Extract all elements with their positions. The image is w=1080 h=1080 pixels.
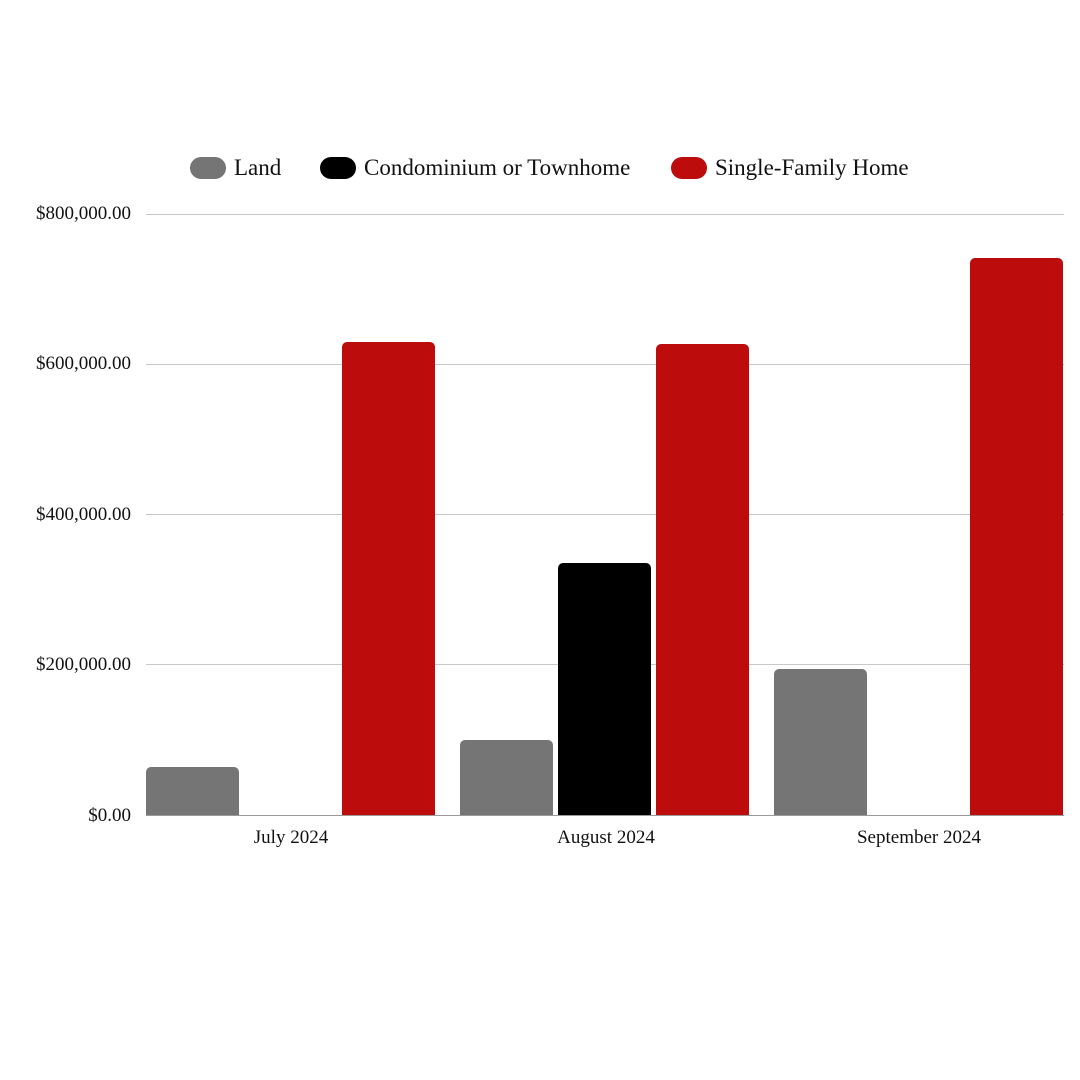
legend-label: Single-Family Home	[715, 155, 909, 180]
bar-land-july-2024[interactable]	[146, 767, 239, 815]
x-tick-label: September 2024	[856, 827, 981, 848]
legend-label: Condominium or Townhome	[364, 155, 631, 180]
gridline-400k	[146, 514, 1064, 515]
legend-item-land[interactable]: Land	[190, 152, 281, 184]
legend-item-single-family[interactable]: Single-Family Home	[671, 152, 909, 184]
y-tick-label: $200,000.00	[36, 654, 131, 675]
bar-single-family-home-july-2024[interactable]	[342, 342, 435, 815]
bar-condominium-or-townhome-august-2024[interactable]	[558, 563, 651, 815]
x-tick-label: July 2024	[253, 827, 329, 848]
legend-swatch-single-family	[671, 157, 707, 179]
bar-land-september-2024[interactable]	[774, 669, 867, 815]
bar-single-family-home-september-2024[interactable]	[970, 258, 1063, 815]
legend-item-condominium[interactable]: Condominium or Townhome	[320, 152, 630, 184]
legend-swatch-condominium	[320, 157, 356, 179]
y-tick-label: $800,000.00	[36, 203, 131, 224]
x-axis-baseline	[146, 815, 1064, 816]
legend: Land Condominium or Townhome Single-Fami…	[0, 152, 1080, 184]
gridline-600k	[146, 364, 1064, 365]
y-tick-label: $0.00	[88, 805, 131, 826]
bar-single-family-home-august-2024[interactable]	[656, 344, 749, 815]
x-tick-label: August 2024	[557, 827, 655, 848]
legend-label: Land	[234, 155, 282, 180]
y-tick-label: $400,000.00	[36, 504, 131, 525]
legend-swatch-land	[190, 157, 226, 179]
gridline-800k	[146, 214, 1064, 215]
bar-land-august-2024[interactable]	[460, 740, 553, 815]
y-tick-label: $600,000.00	[36, 353, 131, 374]
